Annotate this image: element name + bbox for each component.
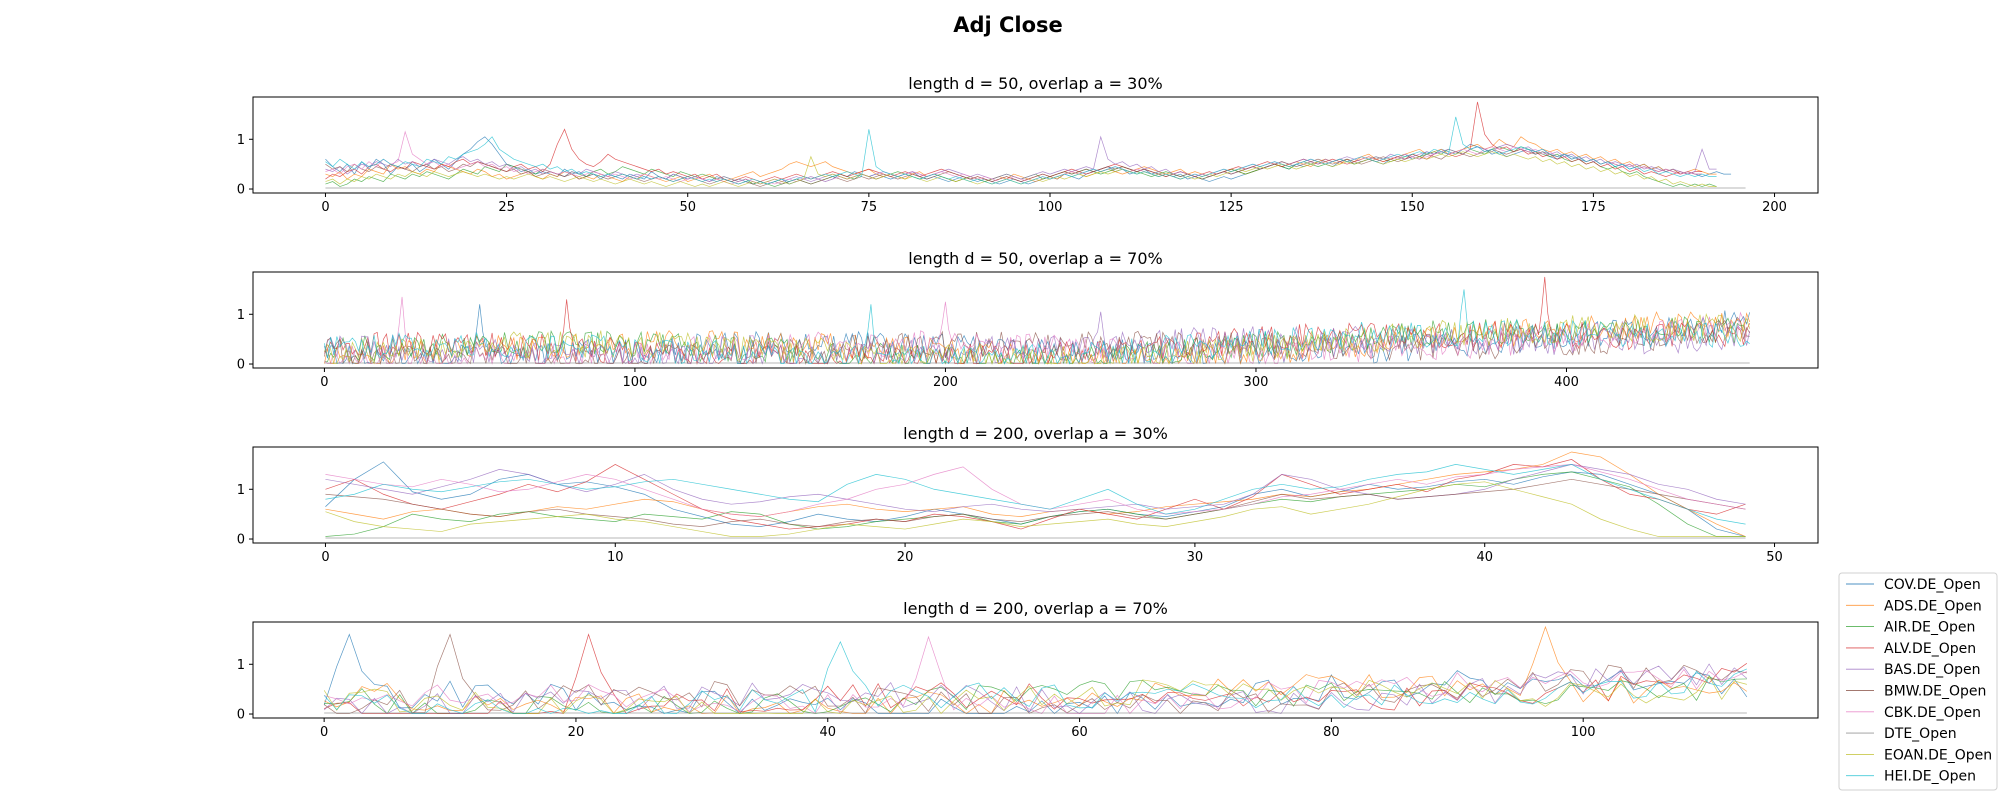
x-tick-label: 50 — [679, 200, 696, 215]
series-line-ads-de-open — [325, 451, 1746, 537]
series-line-cbk-de-open — [324, 635, 1748, 715]
x-tick-label: 30 — [1187, 550, 1204, 565]
x-tick-label: 10 — [607, 550, 624, 565]
axes-frame — [252, 446, 1819, 544]
subplot-3: length d = 200, overlap a = 30%0 10 20 30 40… — [237, 424, 1819, 565]
series-line-eoan-de-open — [324, 313, 1751, 365]
series-line-ads-de-open — [325, 136, 1717, 182]
x-tick-label: 0 — [321, 200, 329, 215]
axes-frame — [252, 271, 1819, 369]
x-tick-label: 200 — [933, 375, 958, 390]
legend-box — [1838, 572, 1998, 791]
series-line-hei-de-open — [323, 641, 1747, 714]
series-group — [325, 451, 1746, 539]
subplot-1: length d = 50, overlap a = 30% 0 25 50 75 100… — [237, 74, 1819, 215]
subplot-title: length d = 200, overlap a = 70% — [903, 599, 1168, 618]
series-line-air-de-open — [325, 146, 1717, 187]
x-tick-label: 20 — [568, 725, 585, 740]
x-tick-label: 100 — [1038, 200, 1063, 215]
series-line-hei-de-open — [325, 116, 1717, 185]
y-tick-label: 1 — [237, 483, 245, 498]
series-line-hei-de-open — [325, 464, 1746, 525]
legend-label: DTE_Open — [1884, 726, 1957, 742]
legend-label: HEI.DE_Open — [1884, 769, 1976, 785]
legend-label: BMW.DE_Open — [1884, 684, 1986, 700]
legend-label: ADS.DE_Open — [1884, 598, 1982, 614]
x-tick-label: 20 — [897, 550, 914, 565]
legend-label: ALV.DE_Open — [1884, 641, 1976, 657]
series-line-bmw-de-open — [323, 633, 1747, 715]
x-tick-label: 300 — [1244, 375, 1269, 390]
y-tick-label: 1 — [237, 133, 245, 148]
legend-label: CBK.DE_Open — [1884, 705, 1981, 721]
subplot-title: length d = 50, overlap a = 70% — [908, 249, 1162, 268]
subplots: length d = 50, overlap a = 30%0 25 50 75 100… — [237, 74, 1819, 740]
x-tick-label: 400 — [1554, 375, 1579, 390]
x-tick-label: 25 — [498, 200, 515, 215]
y-tick-label: 0 — [237, 533, 245, 548]
series-line-alv-de-open — [325, 101, 1703, 182]
x-tick-label: 200 — [1762, 200, 1787, 215]
x-tick-label: 150 — [1400, 200, 1425, 215]
series-line-bmw-de-open — [324, 316, 1750, 365]
x-tick-label: 0 — [320, 375, 328, 390]
series-line-cbk-de-open — [325, 130, 1703, 185]
series-line-air-de-open — [324, 676, 1747, 715]
series-line-bmw-de-open — [325, 478, 1746, 527]
series-line-cbk-de-open — [325, 464, 1746, 517]
legend-label: COV.DE_Open — [1884, 577, 1981, 593]
figure-title: Adj Close — [953, 13, 1063, 37]
x-tick-label: 0 — [321, 550, 329, 565]
x-tick-label: 40 — [1476, 550, 1493, 565]
legend-label: BAS.DE_Open — [1884, 662, 1981, 678]
subplot-4: length d = 200, overlap a = 70% 0 20 40 60 80… — [237, 599, 1819, 740]
y-tick-label: 0 — [237, 358, 245, 373]
axes-frame — [252, 621, 1819, 719]
y-tick-label: 1 — [237, 658, 245, 673]
series-line-eoan-de-open — [323, 675, 1747, 715]
axes-frame — [252, 96, 1819, 194]
series-line-bas-de-open — [325, 464, 1746, 513]
series-line-cbk-de-open — [324, 296, 1750, 365]
legend-label: EOAN.DE_Open — [1884, 747, 1992, 763]
legend: COV.DE_Open ADS.DE_Open AIR.DE_Open ALV.DE_… — [1838, 572, 1998, 791]
subplot-title: length d = 200, overlap a = 30% — [903, 424, 1168, 443]
y-tick-label: 1 — [237, 308, 245, 323]
x-tick-label: 100 — [1571, 725, 1596, 740]
legend-label: AIR.DE_Open — [1884, 620, 1975, 636]
series-line-eoan-de-open — [325, 481, 1746, 537]
subplot-2: length d = 50, overlap a = 70% 0 100 200 300… — [237, 249, 1819, 390]
x-tick-label: 100 — [623, 375, 648, 390]
x-tick-label: 50 — [1766, 550, 1783, 565]
series-line-alv-de-open — [325, 459, 1746, 530]
series-group — [323, 625, 1748, 715]
series-line-bas-de-open — [325, 135, 1717, 185]
x-tick-label: 75 — [861, 200, 878, 215]
y-tick-label: 0 — [237, 708, 245, 723]
x-tick-label: 40 — [819, 725, 836, 740]
series-line-bas-de-open — [323, 663, 1748, 715]
y-tick-label: 0 — [237, 183, 245, 198]
series-line-hei-de-open — [324, 289, 1750, 365]
series-line-air-de-open — [325, 471, 1746, 537]
x-tick-label: 175 — [1581, 200, 1606, 215]
series-group — [324, 276, 1751, 365]
series-group — [325, 101, 1746, 189]
x-tick-label: 60 — [1071, 725, 1088, 740]
x-tick-label: 0 — [320, 725, 328, 740]
x-tick-label: 125 — [1219, 200, 1244, 215]
x-tick-label: 80 — [1323, 725, 1340, 740]
subplot-title: length d = 50, overlap a = 30% — [908, 74, 1162, 93]
